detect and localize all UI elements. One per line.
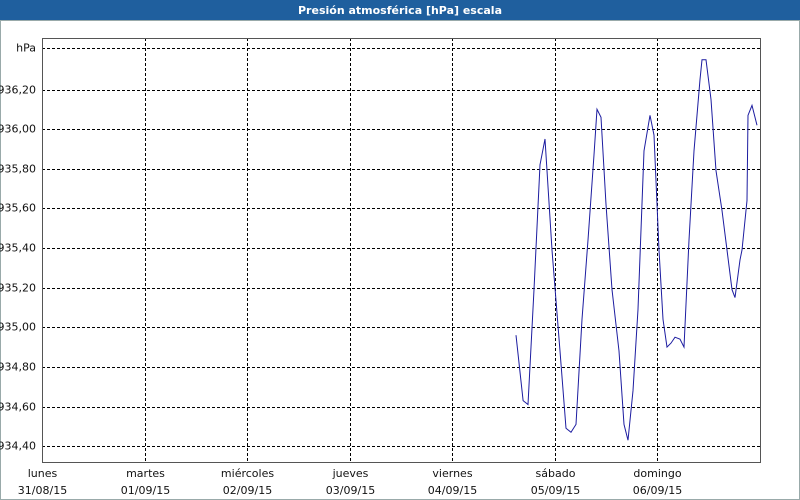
data-line (515, 59, 758, 441)
x-tick-date: 04/09/15 (428, 484, 477, 497)
y-tick-label: 934,40 (0, 440, 36, 453)
x-tick-label: miércoles (221, 467, 274, 480)
x-tick-date: 05/09/15 (531, 484, 580, 497)
y-tick-label: 935,80 (0, 163, 36, 176)
y-tick-label: 935,00 (0, 321, 36, 334)
x-tick-date: 06/09/15 (633, 484, 682, 497)
title-bar (0, 0, 800, 20)
x-tick-label: jueves (332, 467, 369, 480)
chart-title: Presión atmosférica [hPa] escala (298, 4, 502, 17)
x-tick-label: sábado (536, 467, 576, 480)
y-tick-label: 935,40 (0, 242, 36, 255)
x-tick-label: martes (126, 467, 165, 480)
y-tick-label: 935,20 (0, 282, 36, 295)
plot-frame (42, 38, 761, 463)
y-tick-label: 936,00 (0, 123, 36, 136)
y-tick-label: 935,60 (0, 202, 36, 215)
x-tick-date: 03/09/15 (326, 484, 375, 497)
x-tick-label: domingo (633, 467, 681, 480)
y-tick-label: 936,20 (0, 84, 36, 97)
y-tick-label: hPa (16, 42, 36, 55)
y-tick-label: 934,80 (0, 361, 36, 374)
x-tick-date: 31/08/15 (18, 484, 67, 497)
frame (0, 20, 800, 500)
x-tick-label: viernes (432, 467, 472, 480)
y-tick-label: 934,60 (0, 401, 36, 414)
x-tick-date: 02/09/15 (223, 484, 272, 497)
x-tick-label: lunes (28, 467, 58, 480)
x-tick-date: 01/09/15 (121, 484, 170, 497)
